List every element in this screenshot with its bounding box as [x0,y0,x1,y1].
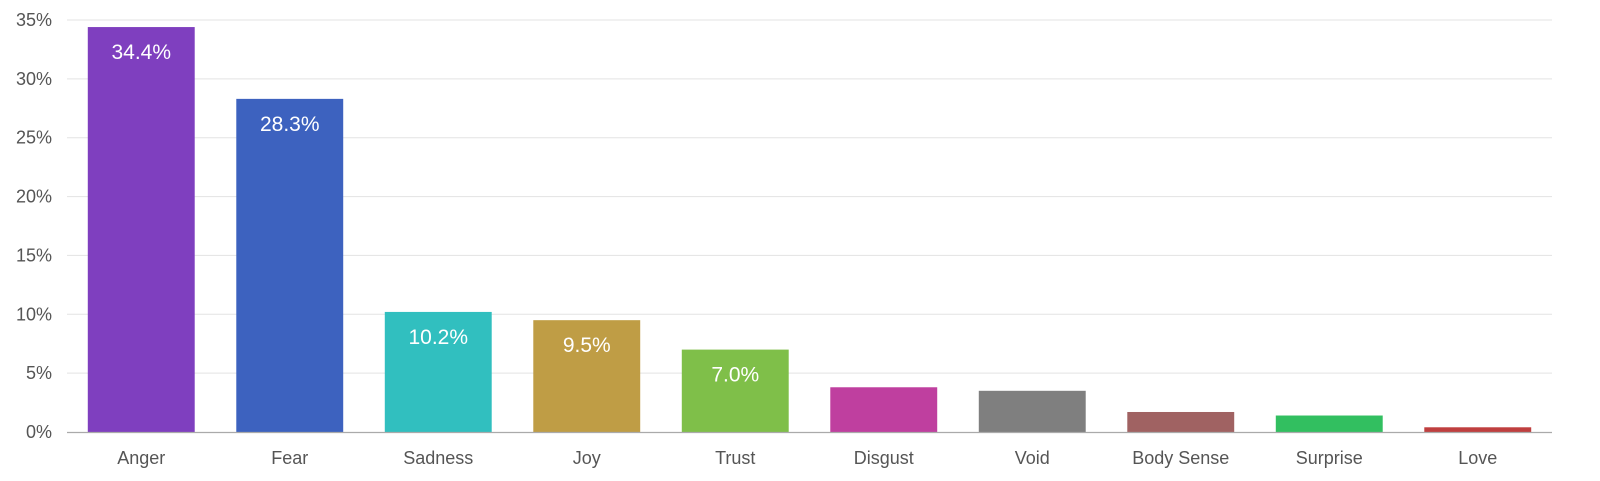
bar-void [978,390,1086,432]
x-axis-category-labels: Anger Fear Sadness Joy Trust Disgust Void Body … [117,448,1497,468]
bar-disgust [830,387,938,432]
y-tick-label: 15% [16,245,52,265]
bar-trust [681,349,789,432]
bar-anger [87,27,195,432]
x-category-label: Trust [715,448,755,468]
data-label: 28.3% [260,113,320,136]
data-label: 9.5% [563,334,611,357]
bars [87,27,1532,433]
y-tick-label: 5% [26,363,52,383]
x-category-label: Anger [117,448,165,468]
x-category-label: Surprise [1296,448,1363,468]
data-label: 7.0% [711,364,759,387]
y-tick-label: 30% [16,69,52,89]
bar-fear [236,98,344,433]
y-tick-label: 10% [16,304,52,324]
x-category-label: Disgust [854,448,914,468]
x-category-label: Body Sense [1132,448,1229,468]
x-category-label: Joy [573,448,601,468]
bar-love [1424,427,1532,432]
x-category-label: Love [1458,448,1497,468]
data-label: 10.2% [408,326,468,349]
y-tick-label: 25% [16,128,52,148]
bar-surprise [1275,415,1383,432]
x-category-label: Sadness [403,448,473,468]
bar-joy [533,320,641,432]
x-category-label: Fear [271,448,308,468]
x-category-label: Void [1015,448,1050,468]
data-label: 34.4% [111,41,171,64]
data-labels: 34.4% 28.3% 10.2% 9.5% 7.0% [111,41,759,387]
bar-body-sense [1127,411,1235,432]
y-axis-tick-labels: 0% 5% 10% 15% 20% 25% 30% 35% [16,10,52,442]
y-tick-label: 0% [26,422,52,442]
y-tick-label: 35% [16,10,52,30]
y-tick-label: 20% [16,187,52,207]
bar-sadness [384,311,492,432]
